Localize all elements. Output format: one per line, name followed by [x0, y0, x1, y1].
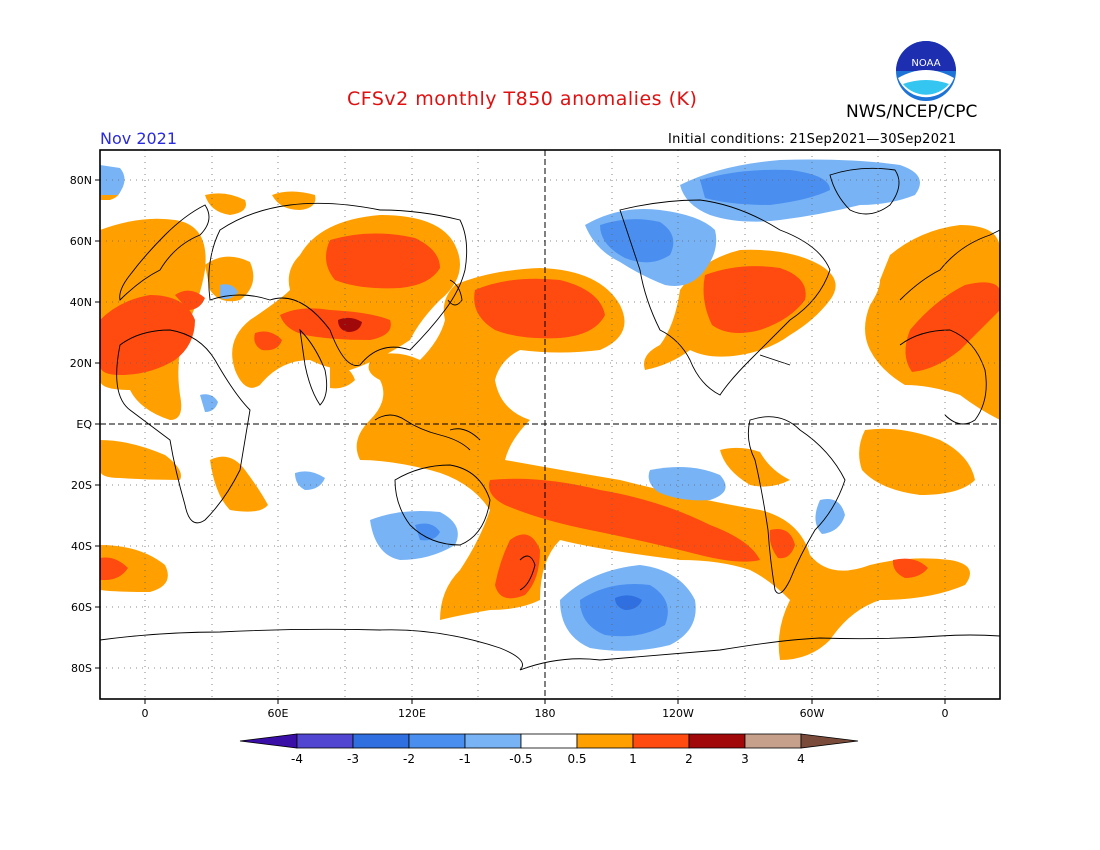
lon-label: 60W	[800, 707, 825, 720]
equator-dateline	[100, 150, 1000, 699]
colorbar-bin	[352, 733, 410, 749]
initial-conditions-label: Initial conditions: 21Sep2021—30Sep2021	[668, 132, 957, 147]
graticule	[100, 150, 1000, 699]
anomaly-field	[100, 150, 1000, 699]
colorbar-bin	[744, 733, 802, 749]
colorbar-bin	[408, 733, 466, 749]
colorbar-low-arrow	[239, 733, 298, 749]
lat-ticks	[95, 179, 100, 669]
lat-label: 40S	[71, 540, 92, 553]
colorbar-bin	[632, 733, 690, 749]
colorbar-label: -2	[403, 752, 415, 766]
lat-label: 20S	[71, 479, 92, 492]
colorbar-bin	[464, 733, 522, 749]
lat-label: 60S	[71, 601, 92, 614]
lat-label: 80S	[71, 662, 92, 675]
lat-label: 20N	[70, 357, 92, 370]
colorbar-label: 2	[685, 752, 693, 766]
lat-label: 60N	[70, 235, 92, 248]
colorbar-label: 0.5	[567, 752, 586, 766]
colorbar-label: -3	[347, 752, 359, 766]
lon-label: 60E	[268, 707, 289, 720]
cold-anomaly-moderate	[415, 169, 830, 637]
map-title: CFSv2 monthly T850 anomalies (K)	[347, 88, 698, 110]
warm-anomaly-moderate	[100, 233, 1000, 599]
noaa-logo: NOAA	[896, 41, 956, 101]
lat-label: 40N	[70, 296, 92, 309]
warm-anomaly-strong	[338, 317, 362, 332]
colorbar-bin	[520, 733, 578, 749]
colorbar	[239, 733, 859, 749]
lat-label: EQ	[76, 418, 92, 431]
colorbar-bin	[576, 733, 634, 749]
noaa-logo-text: NOAA	[911, 58, 940, 69]
colorbar-high-arrow	[800, 733, 859, 749]
colorbar-label: -0.5	[509, 752, 532, 766]
lon-label: 180	[535, 707, 556, 720]
lon-label: 0	[942, 707, 949, 720]
lon-label: 120W	[662, 707, 694, 720]
agency-label: NWS/NCEP/CPC	[846, 102, 978, 122]
colorbar-label: 4	[797, 752, 805, 766]
colorbar-label: 1	[629, 752, 637, 766]
colorbar-bin	[688, 733, 746, 749]
lon-label: 120E	[398, 707, 426, 720]
colorbar-label: -1	[459, 752, 471, 766]
cold-anomaly-strong	[615, 595, 642, 610]
lat-label: 80N	[70, 174, 92, 187]
colorbar-label: -4	[291, 752, 303, 766]
lon-label: 0	[142, 707, 149, 720]
colorbar-label: 3	[741, 752, 749, 766]
lon-ticks	[144, 699, 946, 704]
colorbar-bin	[296, 733, 354, 749]
coastlines	[100, 167, 1000, 671]
forecast-month: Nov 2021	[100, 129, 178, 148]
